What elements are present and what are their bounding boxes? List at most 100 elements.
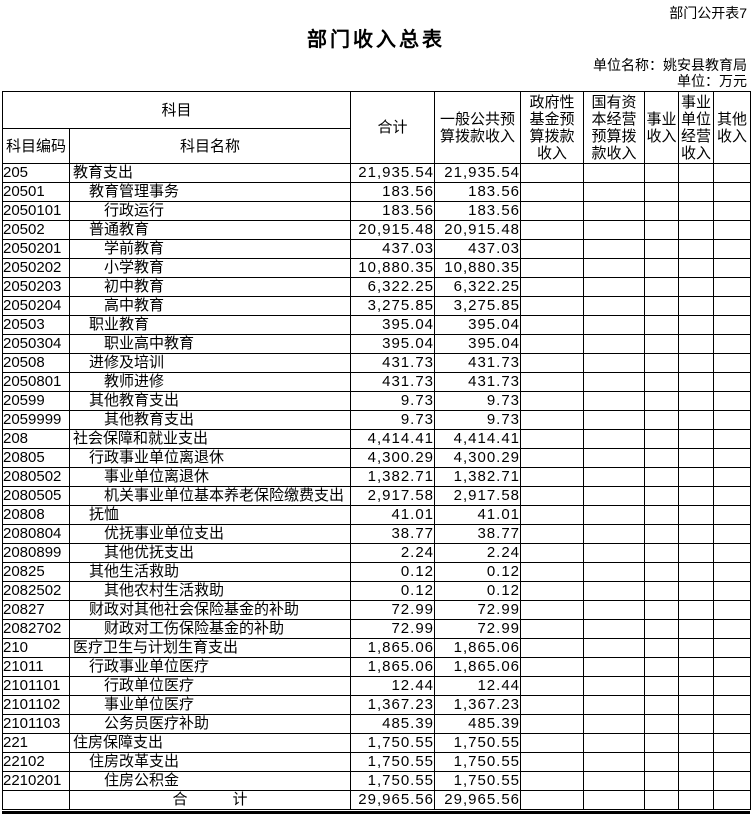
amount-busoper-cell [678,334,715,354]
amount-govfund-cell [520,372,585,392]
amount-total-cell: 2,917.58 [350,486,436,506]
subject-name-cell: 财政对工伤保险基金的补助 [68,619,352,639]
subject-name-cell: 社会保障和就业支出 [68,429,352,449]
subject-code-cell: 221 [2,733,70,753]
amount-general-cell: 72.99 [434,600,522,620]
amount-total-cell: 1,865.06 [350,657,436,677]
subject-name-cell: 职业高中教育 [68,334,352,354]
amount-other-cell [713,600,752,620]
amount-busoper-cell [678,562,715,582]
amount-general-cell: 1,865.06 [434,657,522,677]
table-row: 210 医疗卫生与计划生育支出 1,865.06 1,865.06 [2,638,752,658]
table-row: 20508 进修及培训 431.73 431.73 [2,353,752,373]
table-row: 20502 普通教育 20,915.48 20,915.48 [2,220,752,240]
subject-name-cell: 普通教育 [68,220,352,240]
subject-name-cell: 高中教育 [68,296,352,316]
table-row: 2101102 事业单位医疗 1,367.23 1,367.23 [2,695,752,715]
amount-business-cell [644,448,680,468]
amount-business-cell [644,410,680,430]
amount-total-cell: 3,275.85 [350,296,436,316]
subject-code-cell: 210 [2,638,70,658]
amount-busoper-cell [678,448,715,468]
amount-total-cell: 183.56 [350,182,436,202]
amount-govfund-cell [520,277,585,297]
subject-name-cell: 机关事业单位基本养老保险缴费支出 [68,486,352,506]
amount-general-cell: 395.04 [434,334,522,354]
amount-other-cell [713,695,752,715]
amount-general-cell: 2.24 [434,543,522,563]
amount-statecap-cell [583,163,646,183]
amount-busoper-cell [678,372,715,392]
amount-statecap-cell [583,505,646,525]
table-row: 20808 抚恤 41.01 41.01 [2,505,752,525]
amount-statecap-cell [583,524,646,544]
header-other-income: 其他 收入 [713,91,752,164]
amount-business-cell [644,429,680,449]
subject-name-cell: 行政事业单位医疗 [68,657,352,677]
amount-other-cell [713,163,752,183]
amount-general-cell: 20,915.48 [434,220,522,240]
amount-busoper-cell [678,752,715,772]
table-bottom-rule [2,811,750,814]
subject-name-cell: 事业单位医疗 [68,695,352,715]
table-row: 20503 职业教育 395.04 395.04 [2,315,752,335]
amount-business-cell [644,752,680,772]
subject-code-cell: 20502 [2,220,70,240]
amount-statecap-cell [583,543,646,563]
amount-general-cell: 21,935.54 [434,163,522,183]
amount-statecap-cell [583,448,646,468]
amount-other-cell [713,657,752,677]
amount-govfund-cell [520,467,585,487]
amount-business-cell [644,581,680,601]
amount-govfund-cell [520,714,585,734]
subject-name-cell: 公务员医疗补助 [68,714,352,734]
amount-busoper-cell [678,657,715,677]
amount-other-cell [713,733,752,753]
amount-govfund-cell [520,410,585,430]
amount-business-cell [644,543,680,563]
amount-busoper-cell [678,733,715,753]
amount-total-cell: 1,750.55 [350,752,436,772]
table-row: 2050202 小学教育 10,880.35 10,880.35 [2,258,752,278]
amount-govfund-cell [520,220,585,240]
amount-total-cell: 9.73 [350,410,436,430]
amount-total-cell: 437.03 [350,239,436,259]
amount-business-cell [644,771,680,791]
amount-general-cell: 183.56 [434,201,522,221]
amount-other-cell [713,334,752,354]
amount-busoper-cell [678,714,715,734]
subject-name-cell: 职业教育 [68,315,352,335]
amount-other-cell [713,277,752,297]
amount-other-cell [713,771,752,791]
amount-business-cell [644,676,680,696]
amount-statecap-cell [583,733,646,753]
amount-busoper-cell [678,638,715,658]
subject-code-cell: 2210201 [2,771,70,791]
amount-total-cell: 431.73 [350,372,436,392]
amount-business-cell [644,619,680,639]
amount-statecap-cell [583,467,646,487]
amount-busoper-cell [678,486,715,506]
subject-code-cell: 20503 [2,315,70,335]
amount-business-cell [644,733,680,753]
amount-govfund-cell [520,695,585,715]
amount-statecap-cell [583,638,646,658]
amount-total-cell: 0.12 [350,581,436,601]
amount-busoper-cell [678,676,715,696]
amount-general-cell: 1,750.55 [434,733,522,753]
amount-statecap-cell [583,391,646,411]
subject-code-cell: 2050801 [2,372,70,392]
amount-statecap-cell [583,201,646,221]
subject-code-cell: 2080899 [2,543,70,563]
total-amount-business-cell [644,790,680,810]
amount-business-cell [644,353,680,373]
subject-code-cell: 2101102 [2,695,70,715]
amount-busoper-cell [678,429,715,449]
header-business-income: 事业 收入 [644,91,680,164]
header-general-budget: 一般公共预 算拨款收入 [434,91,522,164]
subject-name-cell: 财政对其他社会保险基金的补助 [68,600,352,620]
unit-name: 单位名称：姚安县教育局 [593,57,747,73]
total-amount-other-cell [713,790,752,810]
subject-code-cell: 2050201 [2,239,70,259]
amount-general-cell: 72.99 [434,619,522,639]
